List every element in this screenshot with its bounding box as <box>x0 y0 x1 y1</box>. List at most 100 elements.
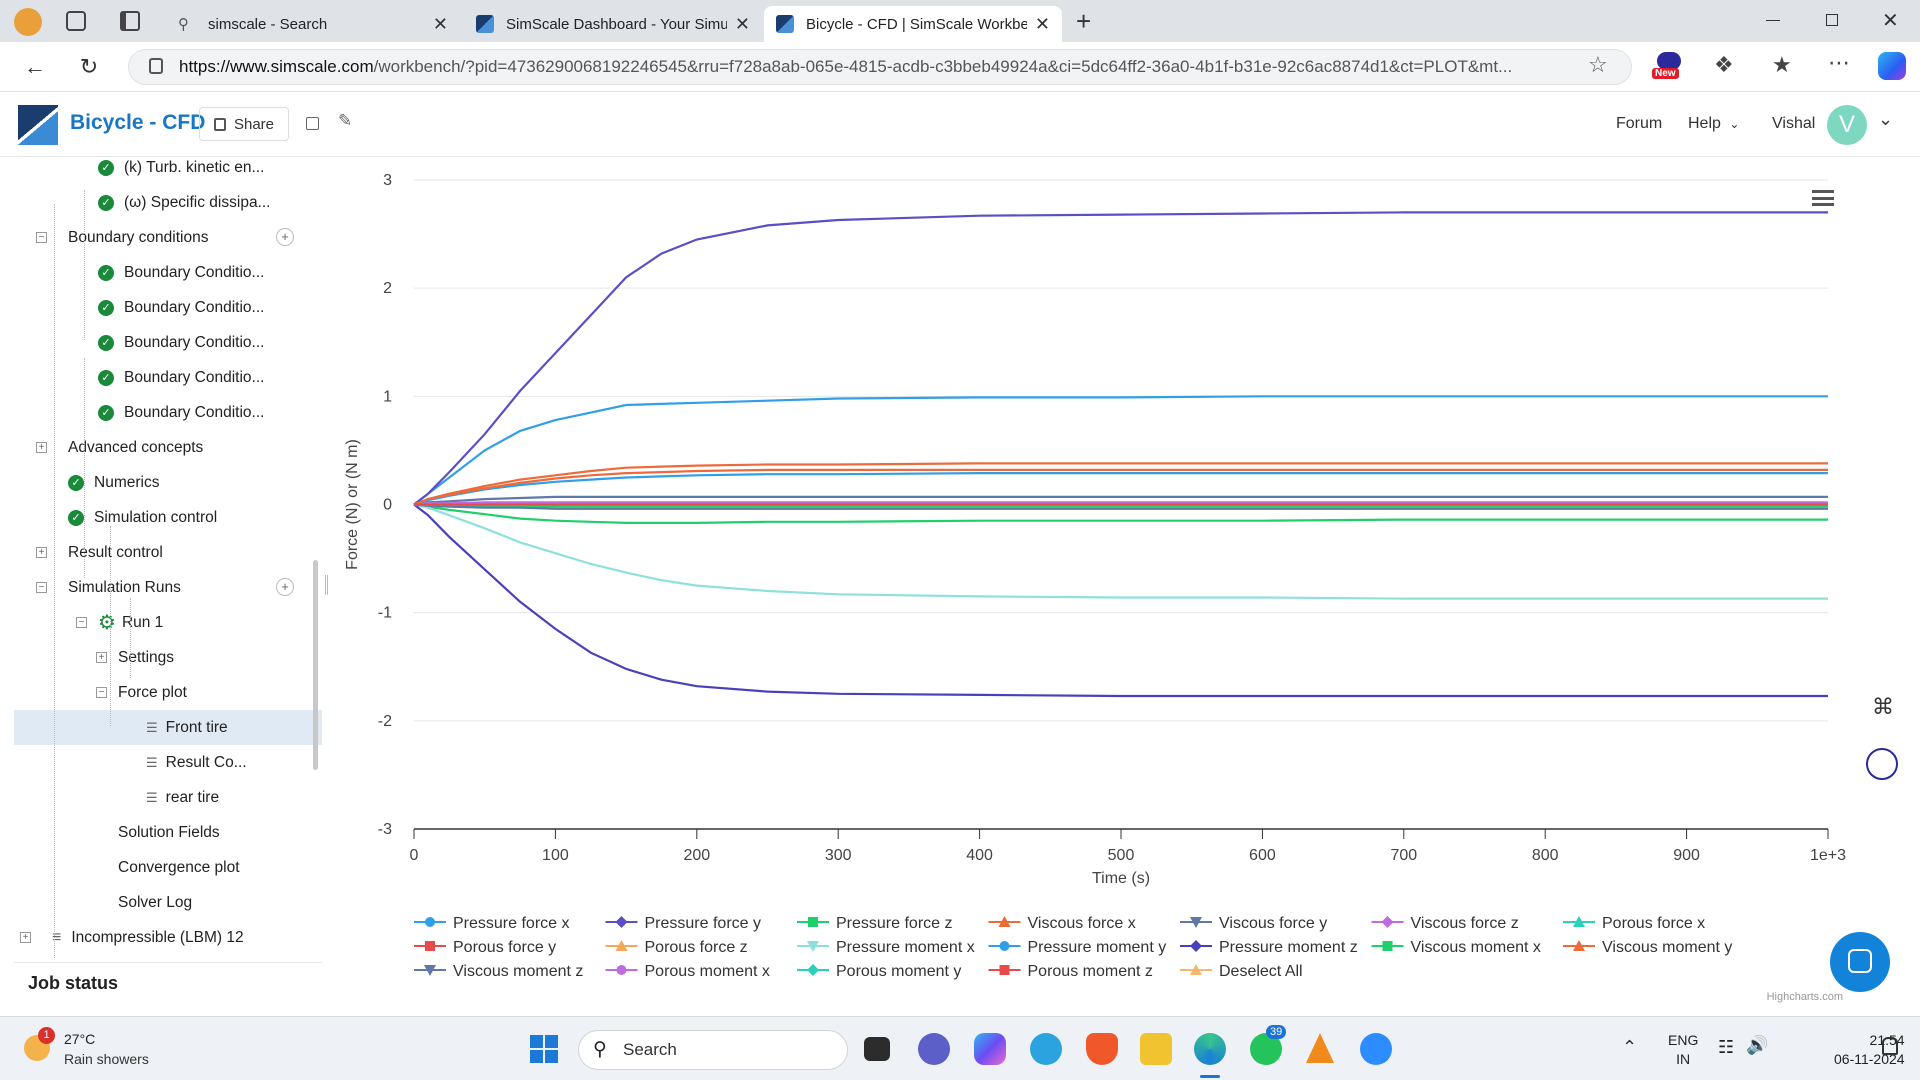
whatsapp-icon[interactable]: 39 <box>1250 1025 1287 1065</box>
sidebar-resize-handle[interactable] <box>325 575 328 595</box>
series-line-10[interactable] <box>413 472 1828 506</box>
series-line-14[interactable] <box>413 503 1828 510</box>
expand-icon[interactable]: + <box>20 932 31 943</box>
project-title[interactable]: Bicycle - CFD <box>70 111 206 134</box>
tree-item[interactable]: Solver Log <box>14 885 322 920</box>
windows-start-icon[interactable] <box>530 1035 558 1063</box>
add-icon[interactable]: + <box>276 228 294 246</box>
notification-bell-icon[interactable] <box>1882 1037 1898 1055</box>
tree-item[interactable]: ✓ Boundary Conditio... <box>14 290 322 325</box>
series-line-2[interactable] <box>413 503 1828 524</box>
collapse-icon[interactable]: − <box>76 617 87 628</box>
weather-widget[interactable]: 1 27°C Rain showers <box>22 1027 182 1071</box>
tab-bicycle-cfd[interactable]: Bicycle - CFD | SimScale Workben ✕ <box>764 6 1062 42</box>
job-status-panel[interactable]: Job status <box>14 962 322 1004</box>
vlc-player-icon[interactable] <box>1306 1033 1334 1063</box>
tree-item[interactable]: ✓ Boundary Conditio... <box>14 360 322 395</box>
wifi-icon[interactable]: ☷ <box>1718 1037 1735 1057</box>
chart-menu-icon[interactable] <box>1812 190 1834 206</box>
tree-item[interactable]: ✓ Numerics <box>14 465 322 500</box>
tree-item[interactable]: ✓ Boundary Conditio... <box>14 325 322 360</box>
restore-icon[interactable] <box>1826 14 1838 26</box>
copilot-icon[interactable] <box>1878 52 1906 80</box>
tree-item[interactable]: + Result control <box>14 535 322 570</box>
workspaces-icon[interactable] <box>66 11 86 31</box>
close-tab-icon[interactable]: ✕ <box>1034 13 1050 34</box>
telegram-icon[interactable] <box>1030 1033 1062 1065</box>
tab-simscale-search[interactable]: ⚲ simscale - Search ✕ <box>166 6 460 42</box>
share-button[interactable]: Share <box>199 107 289 141</box>
forum-link[interactable]: Forum <box>1616 115 1663 132</box>
tree-item[interactable]: − Boundary conditions + <box>14 220 322 255</box>
favorite-star-icon[interactable]: ☆ <box>1588 52 1608 77</box>
series-line-5[interactable] <box>413 501 1828 506</box>
extension-new-icon[interactable]: New <box>1652 50 1684 80</box>
edit-pencil-icon[interactable]: ✎ <box>338 111 353 130</box>
volume-icon[interactable]: 🔊 <box>1746 1035 1769 1055</box>
tree-item[interactable]: ☰ Result Co... <box>14 745 322 780</box>
tree-item[interactable]: Solution Fields <box>14 815 322 850</box>
url-field[interactable]: https://www.simscale.com/workbench/?pid=… <box>128 49 1632 85</box>
tree-item[interactable]: Convergence plot <box>14 850 322 885</box>
tree-item[interactable]: ✓ Boundary Conditio... <box>14 255 322 290</box>
system-clock[interactable]: 21:54 06-11-2024 <box>1834 1031 1905 1069</box>
series-line-4[interactable] <box>413 495 1828 506</box>
collapse-icon[interactable]: − <box>96 687 107 698</box>
tree-item[interactable]: ✓ Simulation control <box>14 500 322 535</box>
assistant-bot-icon[interactable] <box>1866 748 1898 780</box>
task-view-icon[interactable] <box>864 1037 890 1061</box>
new-tab-icon[interactable]: + <box>1076 6 1092 36</box>
tree-item[interactable]: + Settings <box>14 640 322 675</box>
tree-item[interactable]: + Advanced concepts <box>14 430 322 465</box>
series-line-0[interactable] <box>413 395 1828 506</box>
teams-chat-icon[interactable] <box>918 1033 950 1065</box>
close-tab-icon[interactable]: ✕ <box>432 13 448 34</box>
tree-item[interactable]: − Simulation Runs + <box>14 570 322 605</box>
close-tab-icon[interactable]: ✕ <box>734 13 750 34</box>
user-name[interactable]: Vishal <box>1772 115 1816 132</box>
tree-item[interactable]: − Force plot <box>14 675 322 710</box>
copy-icon[interactable] <box>306 117 319 130</box>
avatar[interactable]: V <box>1827 105 1867 145</box>
series-line-13[interactable] <box>413 468 1828 506</box>
edge-browser-icon[interactable] <box>1194 1033 1226 1065</box>
close-window-icon[interactable]: ✕ <box>1882 10 1899 32</box>
tree-item[interactable]: + ≡ Incompressible (LBM) 12 <box>14 920 322 955</box>
file-explorer-icon[interactable] <box>1140 1033 1172 1065</box>
tree-item[interactable]: ✓ (k) Turb. kinetic en... <box>14 158 322 185</box>
help-menu[interactable]: Help ⌄ <box>1688 115 1739 133</box>
favorites-icon[interactable]: ★ <box>1772 52 1792 77</box>
tree-item[interactable]: ☰ Front tire <box>14 710 322 745</box>
more-menu-icon[interactable]: ⋯ <box>1828 50 1850 75</box>
show-hidden-icons[interactable]: ⌃ <box>1622 1037 1638 1057</box>
refresh-icon[interactable]: ↻ <box>79 54 99 79</box>
add-icon[interactable]: + <box>276 578 294 596</box>
minimize-icon[interactable] <box>1766 20 1780 21</box>
tree-item[interactable]: ☰ rear tire <box>14 780 322 815</box>
series-line-11[interactable] <box>413 503 1828 698</box>
series-line-3[interactable] <box>413 462 1828 506</box>
brave-browser-icon[interactable] <box>1086 1033 1118 1065</box>
collapse-icon[interactable]: − <box>36 232 47 243</box>
sidebar-scrollbar[interactable] <box>313 560 318 770</box>
series-line-1[interactable] <box>413 211 1828 506</box>
expand-icon[interactable]: + <box>96 652 107 663</box>
collapse-icon[interactable]: − <box>36 582 47 593</box>
tab-simscale-dashboard[interactable]: SimScale Dashboard - Your Simul ✕ <box>464 6 762 42</box>
tree-item[interactable]: ✓ Boundary Conditio... <box>14 395 322 430</box>
apps-grid-icon[interactable]: ⌘ <box>1872 694 1894 719</box>
extensions-puzzle-icon[interactable]: ❖ <box>1714 52 1734 77</box>
simscale-logo-icon[interactable] <box>18 105 58 145</box>
expand-icon[interactable]: + <box>36 547 47 558</box>
chevron-down-icon[interactable]: ⌄ <box>1878 109 1894 129</box>
profile-avatar-icon[interactable] <box>14 8 42 36</box>
series-line-9[interactable] <box>413 503 1828 600</box>
copilot-app-icon[interactable] <box>974 1033 1006 1065</box>
expand-icon[interactable]: + <box>36 442 47 453</box>
tree-item[interactable]: − ⚙ Run 1 <box>14 605 322 640</box>
chat-support-button[interactable] <box>1830 932 1890 992</box>
zoom-app-icon[interactable] <box>1360 1033 1392 1065</box>
tab-actions-icon[interactable] <box>120 11 140 31</box>
tree-item[interactable]: ✓ (ω) Specific dissipa... <box>14 185 322 220</box>
back-icon[interactable]: ← <box>24 54 46 79</box>
